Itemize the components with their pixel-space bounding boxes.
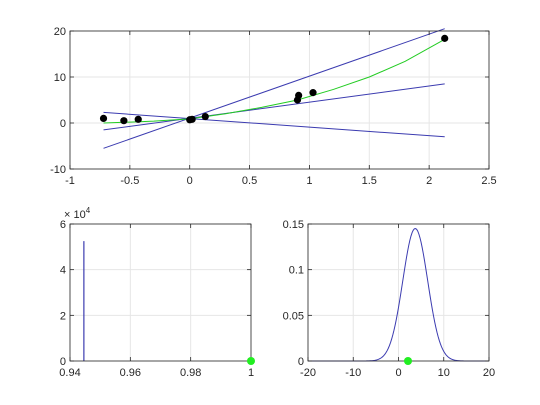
x-tick-label: 20 bbox=[483, 367, 495, 379]
x-tick-label: 0 bbox=[395, 367, 401, 379]
x-tick-label: 0.5 bbox=[242, 175, 257, 187]
data-point bbox=[120, 117, 128, 125]
x-tick-label: 0.94 bbox=[59, 367, 80, 379]
data-point bbox=[134, 115, 142, 123]
x-tick-label: -10 bbox=[345, 367, 361, 379]
x-tick-label: -20 bbox=[300, 367, 316, 379]
x-tick-label: -0.5 bbox=[120, 175, 139, 187]
axes-box bbox=[69, 223, 252, 362]
y-tick-label: 2 bbox=[60, 310, 66, 322]
x-tick-label: 10 bbox=[438, 367, 450, 379]
data-point bbox=[295, 91, 303, 99]
value-marker bbox=[247, 357, 255, 365]
y-tick-label: 0.15 bbox=[283, 219, 304, 231]
data-point bbox=[201, 112, 209, 121]
x-tick-label: 1 bbox=[306, 175, 312, 187]
y-tick-label: 10 bbox=[54, 72, 66, 84]
data-point bbox=[188, 115, 196, 123]
y-tick-label: 6 bbox=[60, 219, 66, 231]
x-tick-label: 1.5 bbox=[362, 175, 377, 187]
y-tick-label: 20 bbox=[54, 26, 66, 38]
fit-line bbox=[103, 28, 445, 149]
axes-box bbox=[69, 30, 490, 170]
y-tick-label: 0.1 bbox=[289, 265, 304, 277]
x-tick-label: 0.98 bbox=[180, 367, 201, 379]
data-point bbox=[99, 114, 108, 122]
y-multiplier-base: × 10 bbox=[64, 209, 86, 221]
mean-curve bbox=[103, 38, 445, 124]
plot-area bbox=[70, 31, 489, 169]
y-tick-label: 0 bbox=[60, 118, 66, 130]
value-marker bbox=[404, 357, 413, 365]
x-tick-label: 0.96 bbox=[120, 367, 141, 379]
x-tick-label: -1 bbox=[65, 175, 75, 187]
y-tick-label: 0.05 bbox=[283, 310, 304, 322]
data-point bbox=[441, 34, 449, 42]
x-tick-label: 2 bbox=[426, 175, 432, 187]
fit-line bbox=[103, 83, 445, 131]
data-point bbox=[309, 89, 317, 97]
y-tick-label: 0 bbox=[298, 356, 304, 368]
fit-line bbox=[103, 111, 445, 138]
y-multiplier-exponent: 4 bbox=[86, 206, 91, 215]
y-tick-label: 0 bbox=[60, 356, 66, 368]
plot-area bbox=[70, 224, 251, 361]
top-scatter-panel: -1 -0.5 0 0.5 1 1.5 2 2.5 -10 0 10 20 bbox=[50, 26, 497, 187]
y-tick-label: -10 bbox=[50, 164, 66, 176]
y-multiplier-label: × 104 bbox=[64, 206, 91, 221]
bottom-right-density-panel: -20 -10 0 10 20 0 0.05 0.1 0.15 bbox=[283, 219, 496, 379]
x-tick-label: 2.5 bbox=[481, 175, 496, 187]
x-tick-label: 1 bbox=[248, 367, 254, 379]
x-tick-label: 0 bbox=[187, 175, 193, 187]
y-tick-label: 4 bbox=[60, 265, 66, 277]
